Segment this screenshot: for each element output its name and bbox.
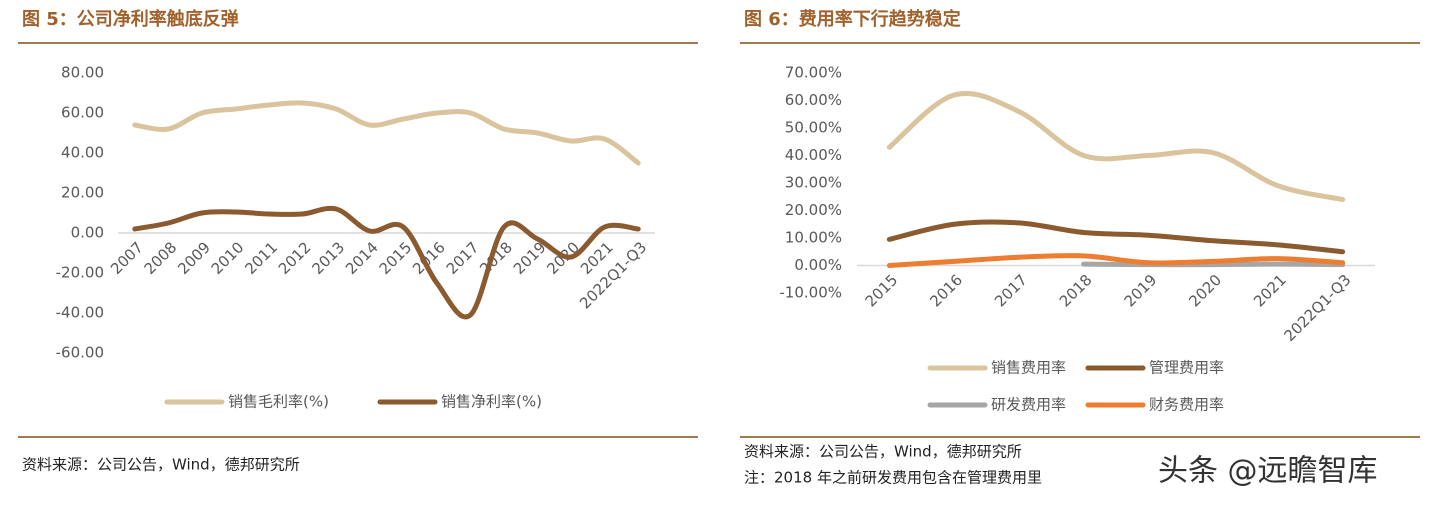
y-tick-label: 80.00 bbox=[61, 64, 104, 82]
x-tick-label: 2020 bbox=[1185, 271, 1225, 311]
chart-title: 图 6：费用率下行趋势稳定 bbox=[744, 8, 961, 30]
x-tick-label: 2012 bbox=[275, 238, 315, 278]
y-tick-label: -60.00 bbox=[56, 344, 104, 362]
x-tick-label: 2014 bbox=[342, 238, 382, 278]
series-line bbox=[886, 253, 1346, 268]
legend-label: 销售毛利率(%) bbox=[228, 393, 329, 411]
y-tick-label: 0.00% bbox=[794, 256, 842, 274]
y-tick-label: 70.00% bbox=[785, 64, 842, 82]
note: 注：2018 年之前研发费用包含在管理费用里 bbox=[744, 469, 1042, 487]
x-tick-label: 2022Q1-Q3 bbox=[1280, 271, 1354, 345]
x-tick-label: 2019 bbox=[1121, 271, 1161, 311]
y-tick-label: -40.00 bbox=[56, 304, 104, 322]
legend-label: 研发费用率 bbox=[991, 396, 1066, 414]
x-tick-label: 2021 bbox=[1250, 271, 1290, 311]
x-tick-label: 2015 bbox=[376, 238, 416, 278]
series-line bbox=[132, 100, 641, 166]
x-tick-label: 2017 bbox=[443, 238, 483, 278]
series-line bbox=[886, 219, 1346, 255]
y-tick-label: -20.00 bbox=[56, 264, 104, 282]
y-tick-label: 30.00% bbox=[785, 174, 842, 192]
x-tick-label: 2018 bbox=[1056, 271, 1096, 311]
source: 资料来源：公司公告，Wind，德邦研究所 bbox=[22, 456, 300, 474]
legend-label: 销售净利率(%) bbox=[441, 393, 542, 411]
series-line bbox=[1081, 261, 1346, 268]
x-tick-label: 2016 bbox=[926, 271, 966, 311]
y-tick-label: 20.00 bbox=[61, 184, 104, 202]
x-tick-label: 2015 bbox=[862, 271, 902, 311]
y-tick-label: 60.00 bbox=[61, 104, 104, 122]
legend-label: 销售费用率 bbox=[991, 359, 1066, 377]
y-tick-label: 60.00% bbox=[785, 91, 842, 109]
series-line bbox=[132, 205, 641, 320]
y-tick-label: 20.00% bbox=[785, 201, 842, 219]
x-tick-label: 2007 bbox=[107, 238, 147, 278]
y-tick-label: 0.00 bbox=[71, 224, 104, 242]
y-tick-label: 10.00% bbox=[785, 229, 842, 247]
y-tick-label: -10.00% bbox=[779, 284, 842, 302]
x-tick-label: 2008 bbox=[141, 238, 181, 278]
y-tick-label: 40.00% bbox=[785, 146, 842, 164]
series-line bbox=[886, 91, 1346, 202]
x-tick-label: 2013 bbox=[308, 238, 348, 278]
legend-label: 财务费用率 bbox=[1149, 396, 1224, 414]
y-tick-label: 50.00% bbox=[785, 119, 842, 137]
legend-label: 管理费用率 bbox=[1149, 359, 1224, 377]
x-tick-label: 2009 bbox=[174, 238, 214, 278]
y-tick-label: 40.00 bbox=[61, 144, 104, 162]
watermark: 头条 @远瞻智库 bbox=[1158, 454, 1378, 489]
x-tick-label: 2017 bbox=[991, 271, 1031, 311]
chart-title: 图 5：公司净利率触底反弹 bbox=[22, 8, 239, 30]
x-tick-label: 2011 bbox=[241, 238, 281, 278]
x-tick-label: 2010 bbox=[208, 238, 248, 278]
source: 资料来源：公司公告，Wind，德邦研究所 bbox=[744, 443, 1022, 461]
